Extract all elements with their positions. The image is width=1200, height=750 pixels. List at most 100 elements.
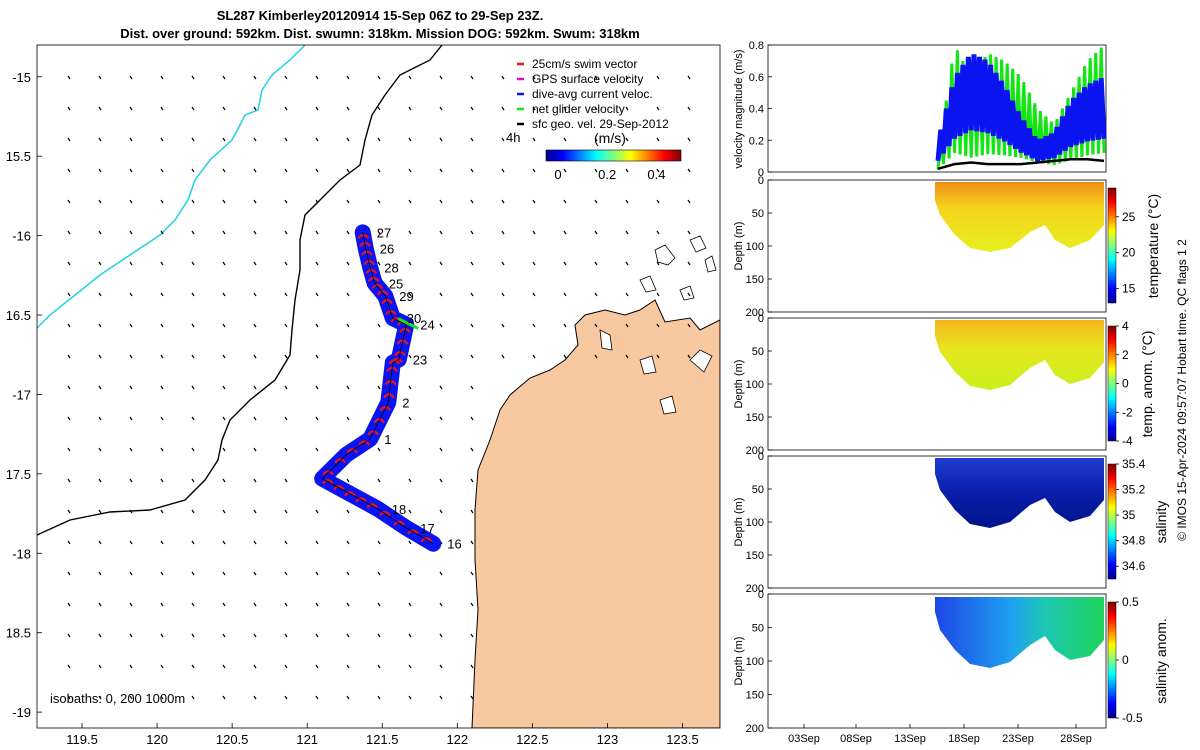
swim-vector-arc — [355, 497, 367, 503]
surface-velocity-arrow — [377, 447, 381, 452]
surface-velocity-arrow — [346, 385, 350, 390]
map-y-tick-label: -15 — [12, 70, 31, 85]
surface-velocity-arrow — [346, 199, 350, 204]
surface-velocity-arrow — [315, 230, 319, 235]
current-velocity-series — [935, 54, 1107, 162]
temperature-panel: 0 50 100 150 200 Depth (m) 15 20 25 temperatur… — [733, 175, 1161, 319]
surface-velocity-arrow — [377, 664, 381, 669]
surface-velocity-arrow — [284, 323, 288, 328]
depth-y-tick-label: 150 — [746, 550, 764, 562]
swim-vector-arc — [371, 283, 384, 290]
swim-vector-arc — [334, 458, 347, 464]
surface-velocity-arrow — [98, 447, 102, 452]
surface-velocity-arrow — [160, 602, 164, 607]
surface-velocity-arrow — [563, 137, 567, 142]
surface-velocity-arrow — [222, 571, 226, 576]
surface-velocity-arrow — [67, 416, 71, 421]
surface-velocity-arrow — [470, 199, 474, 204]
map-x-tick-label: 121.5 — [366, 732, 399, 747]
swim-vector-arc — [346, 448, 359, 454]
surface-velocity-arrow — [98, 168, 102, 173]
surface-velocity-arrow — [129, 230, 133, 235]
surface-velocity-arrow — [408, 571, 412, 576]
surface-velocity-arrow — [408, 509, 412, 514]
surface-velocity-arrow — [315, 292, 319, 297]
surface-velocity-arrow — [501, 354, 505, 359]
salinity-colorbar-label: salinity — [1153, 501, 1169, 544]
map-colorbar — [545, 149, 682, 162]
surface-velocity-arrow — [160, 292, 164, 297]
map-colorbar-tick-label: 0 — [554, 167, 561, 182]
surface-velocity-arrow — [191, 602, 195, 607]
colorbar-tick-label: 0.5 — [1122, 595, 1139, 609]
depth-y-tick-label: 200 — [746, 723, 764, 735]
surface-velocity-arrow — [346, 106, 350, 111]
surface-velocity-arrow — [439, 664, 443, 669]
surface-velocity-arrow — [439, 416, 443, 421]
surface-velocity-arrow — [563, 354, 567, 359]
surface-velocity-arrow — [67, 292, 71, 297]
map-colorbar-tick-label: 0.4 — [647, 167, 665, 182]
surface-velocity-arrow — [470, 664, 474, 669]
surface-velocity-arrow — [191, 354, 195, 359]
surface-velocity-arrow — [439, 447, 443, 452]
map-x-tick-label: 122 — [446, 732, 468, 747]
depth-y-tick-label: 100 — [746, 656, 764, 668]
surface-velocity-arrow — [594, 230, 598, 235]
time-x-tick-label: 28Sep — [1060, 733, 1092, 745]
surface-velocity-arrow — [408, 230, 412, 235]
surface-velocity-arrow — [408, 199, 412, 204]
surface-velocity-arrow — [377, 323, 381, 328]
surface-velocity-arrow — [284, 106, 288, 111]
surface-velocity-arrow — [284, 633, 288, 638]
surface-velocity-arrow — [284, 695, 288, 700]
surface-velocity-arrow — [253, 385, 257, 390]
track-day-label: 1 — [384, 432, 391, 447]
surface-velocity-arrow — [98, 385, 102, 390]
map-colorbar-ticks: 0 0.2 0.4 — [554, 167, 665, 182]
depth-y-tick-label: 50 — [752, 484, 764, 496]
depth-y-tick-label: 200 — [746, 307, 764, 319]
surface-velocity-arrow — [594, 261, 598, 266]
surface-velocity-arrow — [315, 447, 319, 452]
surface-velocity-arrow — [129, 75, 133, 80]
swim-vector-arc — [420, 537, 433, 543]
surface-velocity-arrow — [594, 354, 598, 359]
colorbar-tick-label: 34.6 — [1122, 559, 1146, 573]
surface-velocity-arrow — [346, 695, 350, 700]
salinity-anomaly-colorbar-label: salinity anom. — [1153, 618, 1169, 704]
surface-velocity-arrow — [98, 633, 102, 638]
colorbar-title: (m/s) — [594, 130, 626, 146]
map-y-tick-label: -18 — [12, 546, 31, 561]
surface-velocity-arrow — [67, 323, 71, 328]
legend-label: net glider velocity — [532, 102, 625, 116]
surface-velocity-arrow — [284, 75, 288, 80]
surface-velocity-arrow — [532, 292, 536, 297]
surface-velocity-arrow — [470, 571, 474, 576]
surface-velocity-arrow — [191, 478, 195, 483]
surface-velocity-arrow — [67, 75, 71, 80]
surface-velocity-arrow — [625, 261, 629, 266]
map-x-tick-label: 121 — [296, 732, 318, 747]
surface-velocity-arrow — [594, 106, 598, 111]
surface-velocity-arrow — [191, 509, 195, 514]
land-coastline — [471, 299, 720, 728]
surface-velocity-arrow — [346, 602, 350, 607]
surface-velocity-arrow — [222, 323, 226, 328]
surface-velocity-arrow — [129, 354, 133, 359]
surface-velocity-arrow — [470, 509, 474, 514]
surface-velocity-arrow — [129, 168, 133, 173]
temp-anomaly-ylabel: Depth (m) — [733, 360, 745, 409]
surface-velocity-arrow — [439, 509, 443, 514]
surface-velocity-arrow — [377, 75, 381, 80]
surface-velocity-arrow — [67, 230, 71, 235]
velocity-y-tick-label: 0.4 — [749, 104, 764, 116]
surface-velocity-arrow — [377, 385, 381, 390]
temperature-colorbar-label: temperature (°C) — [1145, 194, 1161, 298]
surface-velocity-arrow — [222, 261, 226, 266]
surface-velocity-arrow — [470, 385, 474, 390]
surface-velocity-arrow — [284, 230, 288, 235]
surface-velocity-arrow — [470, 478, 474, 483]
